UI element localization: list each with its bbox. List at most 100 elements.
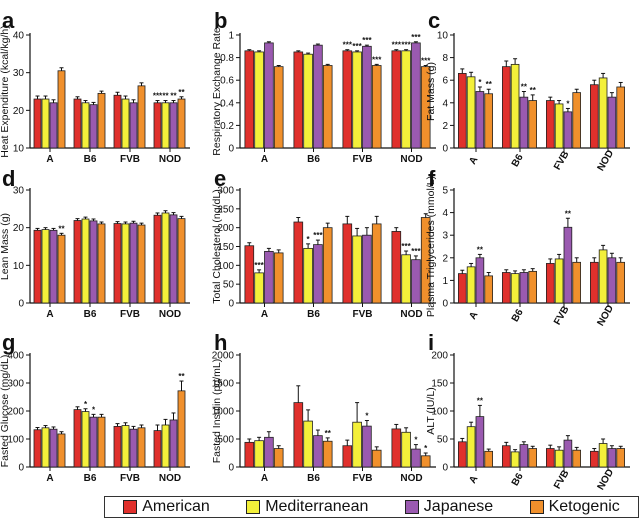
x-tick-label: A	[46, 473, 53, 484]
x-tick-label: B6	[510, 152, 526, 169]
y-tick-label: 100	[431, 407, 448, 418]
bar	[510, 63, 520, 149]
bar	[554, 258, 564, 304]
bar	[33, 429, 42, 468]
bar	[411, 42, 421, 149]
y-tick-label: 0	[228, 144, 234, 155]
x-tick-label: FVB	[353, 473, 373, 484]
bar	[466, 76, 476, 149]
bar	[293, 51, 304, 149]
x-tick-label: B6	[307, 154, 320, 165]
legend-swatch-mediterranean	[246, 500, 261, 514]
significance-label: **	[58, 224, 65, 233]
legend-item-japanese: Japanese	[404, 498, 493, 516]
significance-label: ***	[153, 92, 163, 101]
x-tick-label: A	[261, 309, 268, 320]
bar	[391, 231, 402, 304]
bar	[572, 261, 581, 304]
y-axis-label: Fat Mass (g)	[425, 62, 437, 121]
significance-label: ***	[401, 242, 411, 251]
bar	[528, 100, 537, 149]
bar	[519, 272, 529, 304]
bar	[161, 102, 170, 149]
y-tick-label: 300	[7, 379, 24, 390]
y-axis-label: Plasma Triglycerides (mmol/L)	[425, 176, 437, 317]
bar	[89, 104, 98, 149]
chart-panel-h: h Fasted Insulin (pg/mL) 0 500 1000 1500 2000 A…	[211, 330, 436, 484]
bar	[322, 65, 333, 149]
bar	[616, 86, 625, 149]
y-tick-label: 150	[431, 379, 448, 390]
bar	[121, 425, 130, 468]
bar	[352, 421, 362, 468]
bar	[572, 449, 581, 468]
bar	[137, 427, 146, 468]
x-tick-label: A	[467, 310, 480, 322]
bar	[113, 425, 122, 468]
y-tick-label: 5	[442, 186, 448, 197]
x-tick-label: FVB	[120, 473, 140, 484]
bar	[457, 273, 467, 304]
panel-label: d	[2, 166, 15, 191]
bar	[273, 66, 284, 149]
y-axis-label: Total Cholesterol (ng/dL)	[211, 189, 223, 303]
bar	[607, 96, 617, 149]
bar	[563, 226, 573, 304]
bar	[57, 70, 66, 149]
y-tick-label: 30	[13, 186, 25, 197]
x-tick-label: NOD	[596, 467, 617, 492]
y-tick-label: 20	[13, 106, 25, 117]
significance-label: ***	[313, 231, 323, 240]
bar	[113, 223, 122, 304]
y-tick-label: 0.2	[220, 121, 234, 132]
y-tick-label: 2	[442, 121, 448, 132]
significance-label: **	[530, 86, 537, 95]
significance-label: ***	[421, 57, 431, 66]
bar	[137, 224, 146, 304]
y-tick-label: 0	[228, 299, 234, 310]
y-tick-label: 300	[217, 186, 234, 197]
x-tick-label: B6	[84, 154, 97, 165]
legend: American Mediterranean Japanese Ketogeni…	[104, 496, 639, 518]
bar	[33, 98, 42, 149]
y-axis-label: Heat Expenditure (kcal/kg/h)	[0, 25, 11, 157]
bar	[501, 445, 511, 468]
bar	[391, 428, 402, 468]
bar	[590, 450, 599, 468]
bar	[475, 91, 485, 149]
y-tick-label: 6	[442, 76, 448, 87]
significance-label: **	[521, 83, 528, 92]
bar	[401, 50, 411, 149]
bar	[121, 223, 130, 304]
bar	[129, 222, 138, 304]
bar	[572, 92, 581, 149]
significance-label: ***	[362, 36, 372, 45]
x-tick-label: FVB	[120, 309, 140, 320]
bar	[153, 214, 162, 304]
bar	[177, 390, 186, 468]
x-tick-label: FVB	[552, 304, 572, 327]
bar	[371, 65, 382, 149]
significance-label: ***	[254, 261, 264, 270]
bar	[293, 221, 304, 304]
chart-panel-d: d Lean Mass (g) 0 10 20 30 A ** B6 FVB NOD	[0, 166, 190, 320]
x-tick-label: FVB	[353, 309, 373, 320]
x-tick-label: NOD	[400, 309, 422, 320]
significance-label: *	[424, 444, 428, 453]
bar	[81, 411, 90, 468]
bar	[254, 440, 264, 468]
bar	[169, 102, 178, 149]
x-tick-label: NOD	[596, 303, 617, 328]
y-tick-label: 250	[217, 204, 234, 215]
bar	[475, 416, 485, 468]
y-tick-label: 20	[13, 223, 25, 234]
y-tick-label: 400	[7, 351, 24, 362]
x-tick-label: NOD	[159, 473, 181, 484]
legend-item-american: American	[123, 498, 210, 516]
significance-label: **	[178, 88, 185, 97]
y-tick-label: 200	[7, 407, 24, 418]
significance-label: ***	[372, 55, 382, 64]
bar	[313, 244, 323, 304]
bar	[57, 433, 66, 468]
